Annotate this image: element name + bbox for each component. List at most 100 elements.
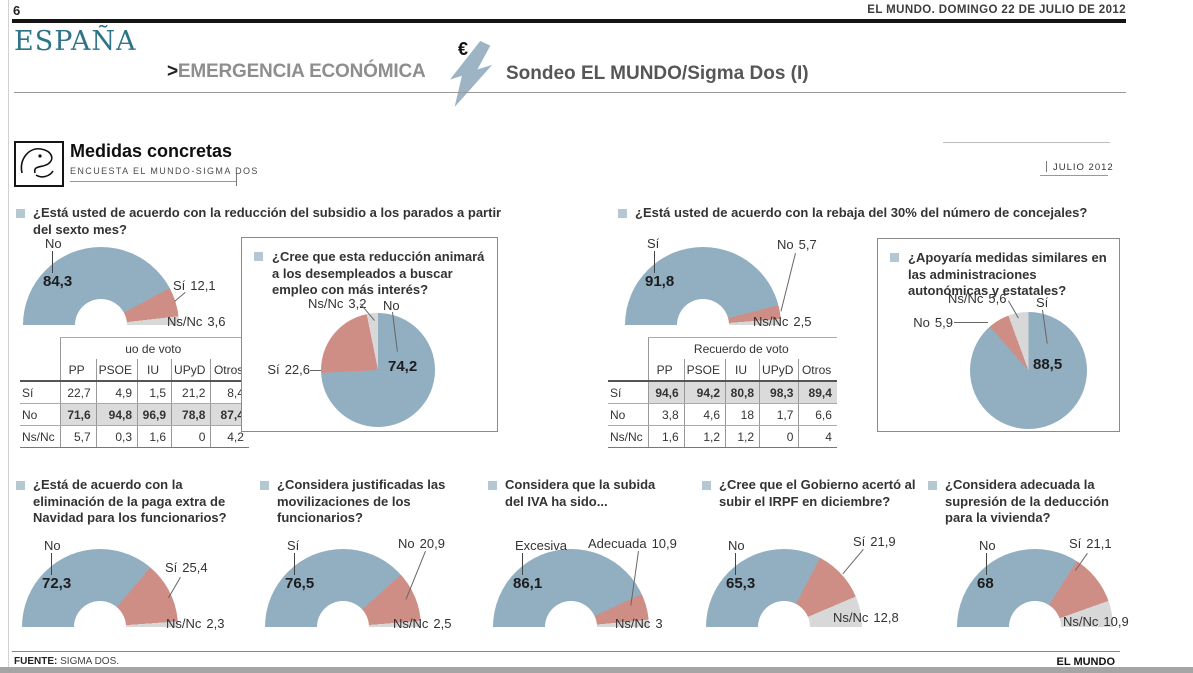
leader-line <box>310 370 321 371</box>
question-label: ¿Apoyaría medidas similares en las admin… <box>908 250 1107 299</box>
table-cell: 1,5 <box>137 381 172 404</box>
scan-edge <box>0 667 1193 673</box>
table-column-header: IU <box>137 359 172 382</box>
chart-label-text: No <box>398 536 415 551</box>
chart-label-text: No <box>44 538 61 553</box>
chart-label-text: 72,3 <box>42 575 72 592</box>
segment-label: Ns/Nc 2,3 <box>166 617 224 630</box>
question-bullet <box>618 209 627 218</box>
label-tick <box>654 251 655 273</box>
segment-value: 72,3 <box>42 576 71 591</box>
question-bullet <box>254 252 263 261</box>
segment-value: 91,8 <box>645 274 674 289</box>
chart-label-text: Ns/Nc <box>166 616 202 631</box>
chart-label-text: Ns/Nc <box>393 616 429 631</box>
table-row: No 3,8 4,6 18 1,7 6,6 <box>608 403 837 426</box>
segment-label: No <box>979 539 996 552</box>
leader-line <box>630 551 639 606</box>
semi-donut-chart-movilizaciones: Sí 76,5 No 20,9 Ns/Nc 2,5 <box>265 537 451 630</box>
top-right-rule <box>943 142 1110 143</box>
segment-label: Ns/Nc 2,5 <box>753 315 811 328</box>
chart-label-text: No <box>383 298 400 313</box>
chart-label-text: 3,6 <box>207 314 226 329</box>
table-cell: 4 <box>798 425 837 448</box>
segment-label: Ns/Nc 2,5 <box>393 617 451 630</box>
table-column-header: UPyD <box>759 359 799 382</box>
label-tick <box>294 553 295 575</box>
table-cell: 78,8 <box>171 403 211 426</box>
table-cell: 0 <box>759 425 799 448</box>
vote-table: uo de voto PP PSOE IU UPyD Otros Sí 22,7 4,9 1,5 2… <box>20 337 249 448</box>
table-cell: 89,4 <box>798 381 837 404</box>
question-bullet <box>16 209 25 218</box>
chart-label-text: 65,3 <box>726 575 756 592</box>
chart-label-text: 12,1 <box>190 278 216 293</box>
chart-label-text: 2,5 <box>433 616 452 631</box>
segment-label: Ns/Nc 10,9 <box>1063 615 1129 628</box>
question-text: ¿Está usted de acuerdo con la rebaja del… <box>635 205 1095 222</box>
table-row-label: No <box>20 403 61 426</box>
table-row: Sí 94,6 94,2 80,8 98,3 89,4 <box>608 381 837 404</box>
donut-hole <box>1009 601 1061 627</box>
table-row: No 71,6 94,8 96,9 78,8 87,4 <box>20 403 249 426</box>
chart-label-text: 84,3 <box>43 273 73 290</box>
chart-label-text: 3 <box>655 616 663 631</box>
question-label: ¿Está usted de acuerdo con la reducción … <box>33 205 502 237</box>
chart-label-text: Sí <box>165 560 178 575</box>
pie-chart-animara: Ns/Nc 3,2 No 74,2 Sí 22,6 <box>267 297 435 427</box>
table-corner <box>608 338 648 360</box>
question-bullet <box>260 481 269 490</box>
chart-label-text: No <box>777 237 794 252</box>
table-column-header: PP <box>59 359 97 382</box>
sketch-icon <box>14 141 64 187</box>
section-title: ESPAÑA <box>14 26 137 57</box>
semi-donut-chart-irpf: No 65,3 Sí 21,9 Ns/Nc 12,8 <box>706 535 899 627</box>
semi-donut-chart-subsidio: No 84,3 Sí 12,1 Ns/Nc 3,6 <box>23 237 225 328</box>
face-sketch <box>20 148 54 178</box>
chart-label-text: 25,4 <box>182 560 208 575</box>
table-cell: 1,2 <box>683 425 726 448</box>
chart-label-text: Sí <box>853 534 866 549</box>
donut-hole <box>317 601 369 627</box>
brand-mark: EL MUNDO <box>1056 656 1115 668</box>
question-bullet <box>488 481 497 490</box>
chart-label-text: No <box>728 538 745 553</box>
infographic-subtitle: ENCUESTA EL MUNDO-SIGMA DOS <box>70 166 259 176</box>
segment-label: No 5,9 <box>913 316 953 329</box>
chart-label-text: No <box>979 538 996 553</box>
segment-label: No 20,9 <box>398 537 445 550</box>
table-column-header: IU <box>725 359 760 382</box>
table-cell: 4,9 <box>95 381 138 404</box>
segment-label: No <box>45 237 62 250</box>
table-column-header: PP <box>647 359 685 382</box>
pie-chart-similares: Ns/Nc 5,6 Sí 88,5 No 5,9 <box>913 292 1087 429</box>
table-cell: 94,6 <box>647 381 685 404</box>
table-cell: 4,2 <box>210 425 249 448</box>
vote-table-subsidio: uo de voto PP PSOE IU UPyD Otros Sí 22,7 4,9 1,5 2… <box>20 337 249 448</box>
pie-disc <box>321 313 435 427</box>
subtitle-tick <box>236 174 237 186</box>
question-label: ¿Considera adecuada la supresión de la d… <box>945 477 1109 526</box>
chart-label-text: 10,9 <box>1103 614 1129 629</box>
leader-line <box>168 577 181 599</box>
chart-label-text: 21,1 <box>1086 536 1112 551</box>
leader-line <box>842 549 864 575</box>
table-row-label: Ns/Nc <box>20 425 61 448</box>
chart-label-text: Ns/Nc <box>753 314 789 329</box>
chart-label-text: 88,5 <box>1033 356 1063 373</box>
segment-label: No 5,7 <box>777 238 817 251</box>
question-label: ¿Está de acuerdo con la eliminación de l… <box>33 477 227 526</box>
table-cell: 1,2 <box>725 425 760 448</box>
chart-label-text: Sí <box>1036 295 1049 310</box>
segment-label: Sí <box>287 539 299 552</box>
question-bullet <box>702 481 711 490</box>
question-label: ¿Está usted de acuerdo con la rebaja del… <box>635 205 1088 220</box>
segment-value: 76,5 <box>285 576 314 591</box>
subtitle-rule <box>70 181 236 182</box>
segment-label: No <box>728 539 745 552</box>
label-tick <box>52 251 53 273</box>
donut-hole <box>75 299 127 325</box>
chart-label-text: 5,6 <box>988 291 1007 306</box>
table-cell: 22,7 <box>59 381 97 404</box>
source-value: SIGMA DOS. <box>60 656 120 667</box>
